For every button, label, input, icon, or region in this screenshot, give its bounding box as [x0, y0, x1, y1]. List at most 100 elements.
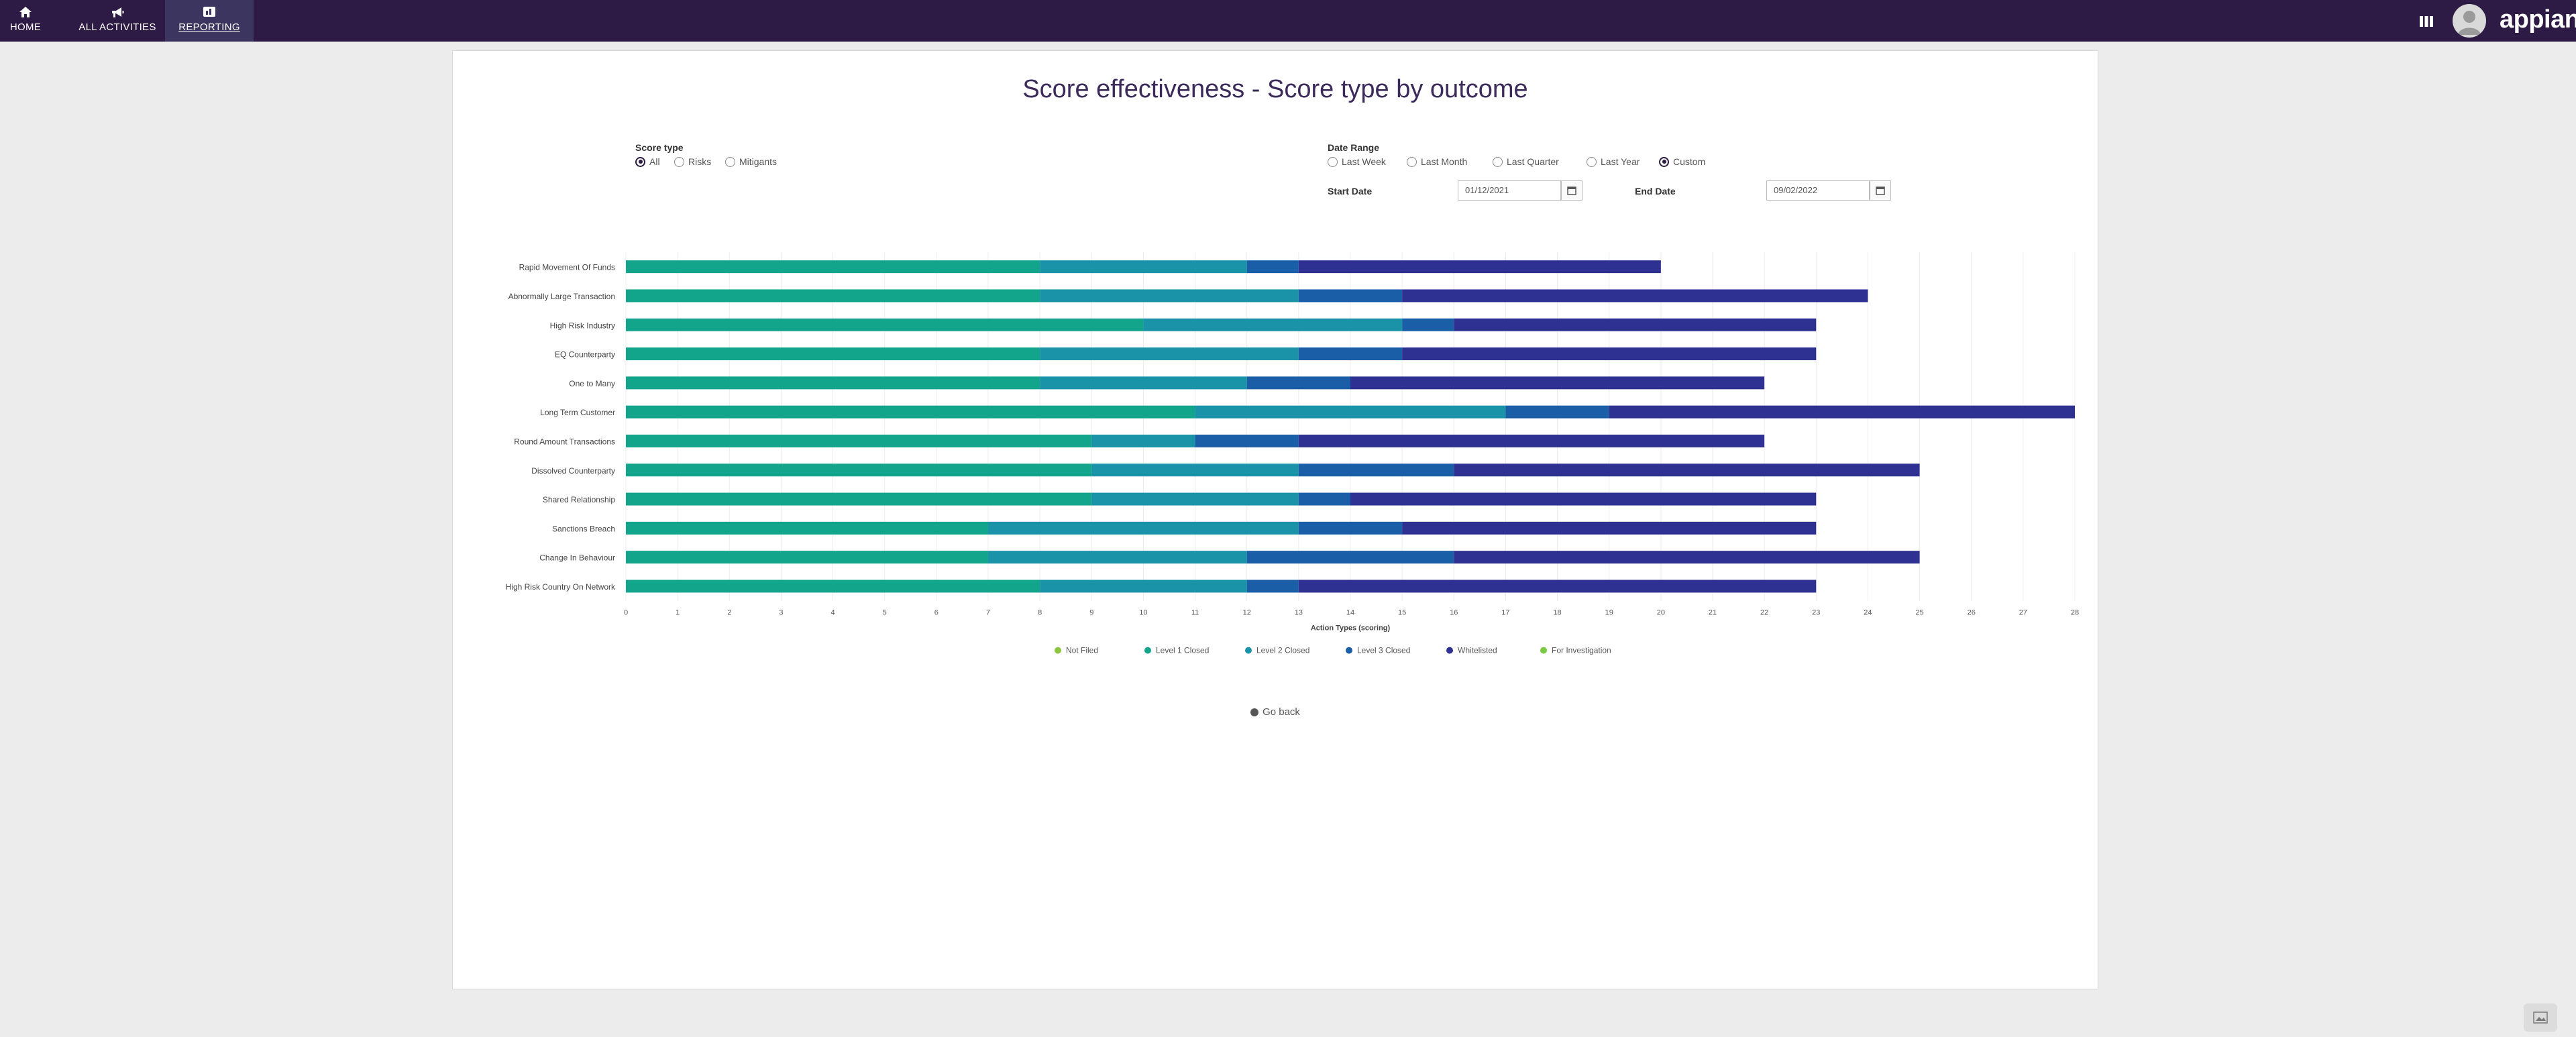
radio-label: Last Quarter: [1507, 156, 1559, 167]
x-tick-label: 25: [1915, 609, 1923, 617]
bar-segment: [626, 492, 1092, 506]
x-tick-label: 17: [1501, 609, 1509, 617]
category-label: Round Amount Transactions: [514, 437, 615, 446]
calendar-icon: [1876, 186, 1885, 195]
bar-segment: [1609, 405, 2075, 419]
bar-segment: [1505, 405, 1609, 419]
bar-segment: [1246, 376, 1350, 390]
legend-label: Whitelisted: [1458, 646, 1497, 655]
end-date-input[interactable]: 09/02/2022: [1766, 180, 1870, 201]
bar-segment: [1298, 260, 1661, 274]
x-tick-label: 20: [1657, 609, 1665, 617]
bar-segment: [626, 376, 1040, 390]
bar-segment: [1091, 492, 1299, 506]
start-date-input[interactable]: 01/12/2021: [1458, 180, 1561, 201]
radio-label: Risks: [688, 156, 712, 167]
date-range-last-year-radio[interactable]: Last Year: [1587, 156, 1640, 167]
bar-segment: [626, 260, 1040, 274]
end-date-picker-button[interactable]: [1870, 180, 1891, 201]
bar-segment: [1454, 463, 1920, 477]
bar-segment: [1298, 434, 1765, 447]
bar-segment: [626, 289, 1040, 303]
nav-reporting[interactable]: REPORTING: [165, 0, 254, 42]
start-date-picker-button[interactable]: [1561, 180, 1582, 201]
radio-icon: [725, 156, 735, 167]
calendar-icon: [1567, 186, 1576, 195]
image-icon: [2533, 1012, 2548, 1024]
screenshot-button[interactable]: [2524, 1003, 2557, 1032]
radio-icon: [1328, 156, 1338, 167]
bar-segment: [1246, 580, 1299, 593]
stacked-bar-chart: Rapid Movement Of Funds Abnormally Large …: [506, 252, 2079, 655]
bar-segment: [1040, 260, 1247, 274]
legend-marker: [1055, 647, 1061, 654]
category-label: Long Term Customer: [540, 408, 615, 417]
bar-segment: [1298, 347, 1403, 361]
bar-segment: [1454, 318, 1817, 331]
radio-selected-icon: [635, 156, 645, 167]
legend-label: Level 1 Closed: [1156, 646, 1209, 655]
bar-segment: [1246, 551, 1454, 564]
legend-marker: [1245, 647, 1252, 654]
grid-icon[interactable]: [2419, 14, 2434, 29]
radio-label: Custom: [1673, 156, 1706, 167]
nav-reporting-label: REPORTING: [178, 21, 240, 33]
radio-label: Last Week: [1342, 156, 1386, 167]
bar-segment: [626, 521, 988, 535]
x-tick-label: 11: [1191, 609, 1199, 617]
bar-segment: [1091, 434, 1195, 447]
user-avatar[interactable]: [2453, 4, 2486, 38]
category-label: High Risk Industry: [550, 321, 615, 330]
back-arrow-icon: [1250, 708, 1259, 717]
go-back-link[interactable]: Go back: [453, 706, 2098, 718]
date-range-last-month-radio[interactable]: Last Month: [1407, 156, 1467, 167]
score-type-label: Score type: [635, 142, 684, 153]
nav-all-activities[interactable]: ALL ACTIVITIES: [67, 0, 168, 42]
bar-segment: [1402, 289, 1868, 303]
bar-segment: [1350, 376, 1765, 390]
category-label: One to Many: [569, 379, 615, 388]
category-label: Abnormally Large Transaction: [508, 292, 615, 301]
legend-label: Not Filed: [1066, 646, 1098, 655]
x-tick-label: 8: [1038, 609, 1042, 617]
bar-segment: [1040, 580, 1247, 593]
x-tick-label: 18: [1553, 609, 1561, 617]
date-range-label: Date Range: [1328, 142, 1380, 153]
date-range-last-quarter-radio[interactable]: Last Quarter: [1493, 156, 1559, 167]
x-tick-label: 23: [1812, 609, 1820, 617]
score-type-mitigants-radio[interactable]: Mitigants: [725, 156, 777, 167]
bar-segment: [626, 434, 1092, 447]
bar-segment: [1143, 318, 1403, 331]
x-tick-label: 7: [986, 609, 990, 617]
top-nav-bar: HOME ALL ACTIVITIES REPORTING appian: [0, 0, 2576, 42]
bar-segment: [1040, 347, 1299, 361]
x-tick-label: 22: [1760, 609, 1768, 617]
legend-label: Level 2 Closed: [1256, 646, 1309, 655]
radio-selected-icon: [1659, 156, 1669, 167]
legend-marker: [1346, 647, 1352, 654]
score-type-all-radio[interactable]: All: [635, 156, 660, 167]
bar-segment: [1350, 492, 1817, 506]
legend-label: For Investigation: [1552, 646, 1611, 655]
bar-segment: [1298, 492, 1350, 506]
bar-segment: [1402, 347, 1817, 361]
radio-icon: [1493, 156, 1503, 167]
x-tick-label: 10: [1139, 609, 1147, 617]
page-title: Score effectiveness - Score type by outc…: [1022, 75, 1528, 103]
x-tick-label: 5: [883, 609, 887, 617]
category-label: EQ Counterparty: [555, 350, 615, 360]
bar-segment: [626, 580, 1040, 593]
date-range-custom-radio[interactable]: Custom: [1659, 156, 1705, 167]
legend-marker: [1540, 647, 1547, 654]
date-range-last-week-radio[interactable]: Last Week: [1328, 156, 1386, 167]
x-tick-label: 16: [1450, 609, 1458, 617]
legend-label: Level 3 Closed: [1357, 646, 1410, 655]
legend-marker: [1446, 647, 1453, 654]
x-tick-label: 6: [934, 609, 938, 617]
bar-segment: [626, 405, 1195, 419]
score-type-risks-radio[interactable]: Risks: [674, 156, 711, 167]
megaphone-icon: [112, 7, 124, 17]
x-tick-label: 3: [779, 609, 783, 617]
x-axis-label: Action Types (scoring): [1311, 624, 1391, 633]
nav-home[interactable]: HOME: [0, 0, 51, 42]
